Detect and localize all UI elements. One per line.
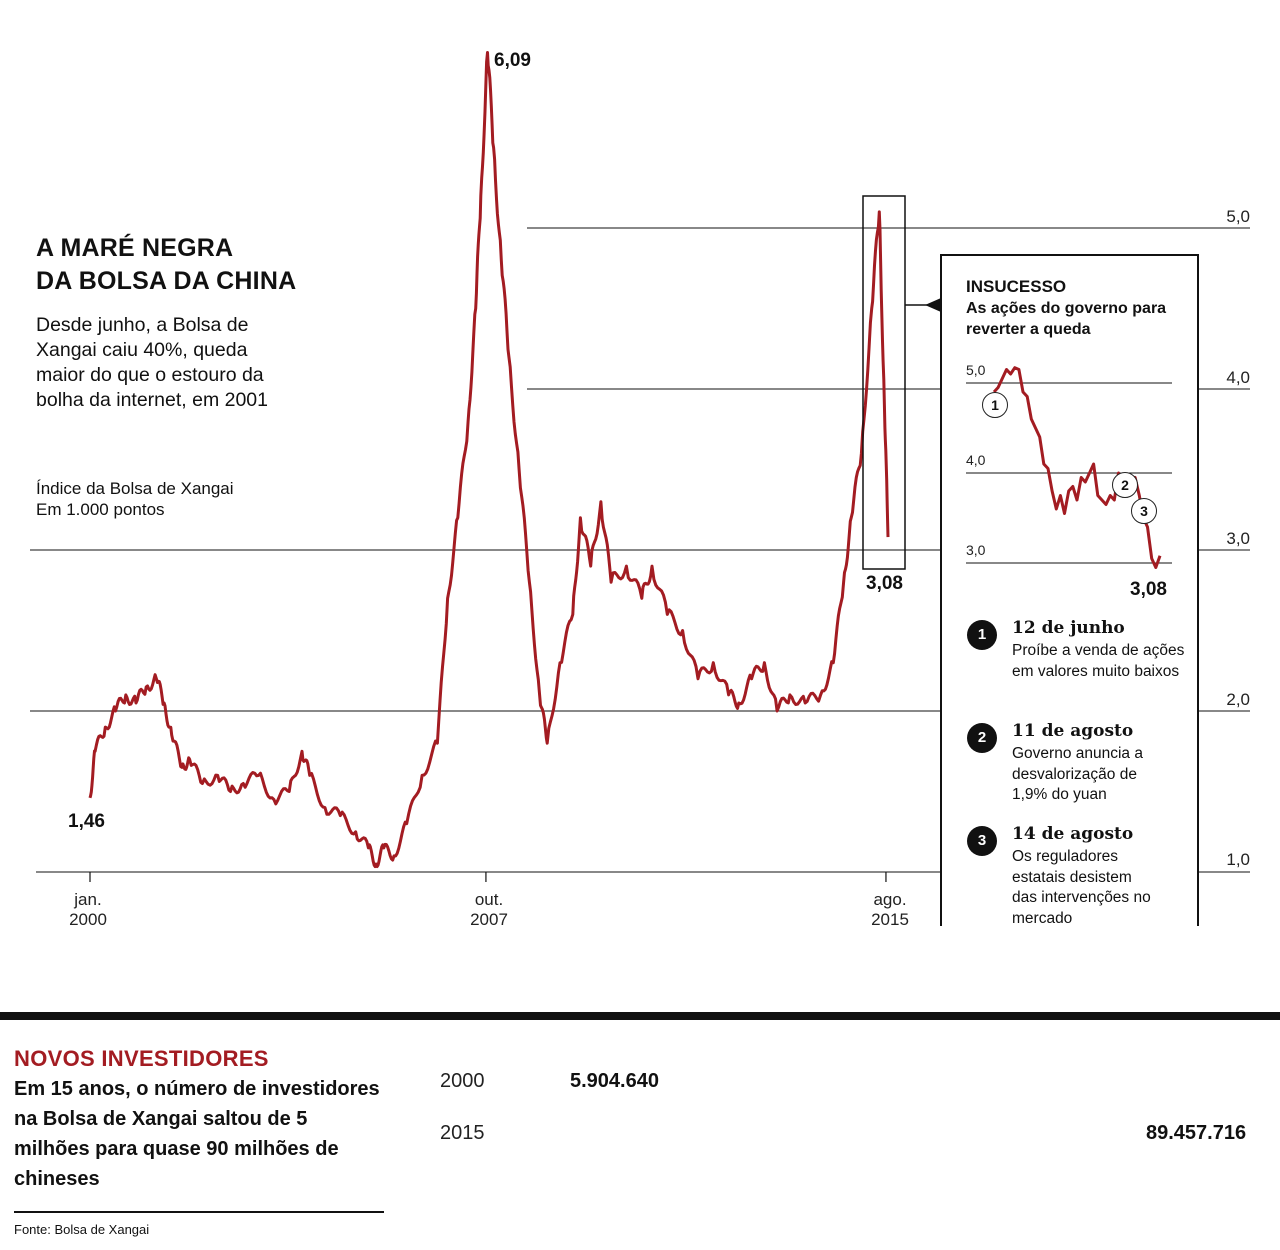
chart-title: A MARÉ NEGRA DA BOLSA DA CHINA bbox=[36, 232, 296, 298]
peak-value-label: 6,09 bbox=[494, 50, 531, 71]
event-desc-2: Governo anuncia a desvalorização de 1,9%… bbox=[1012, 745, 1143, 803]
event-date-3: 14 de agosto bbox=[1012, 824, 1134, 844]
bar-value-label: 5.904.640 bbox=[570, 1070, 659, 1092]
event-marker-3: 3 bbox=[1131, 498, 1157, 524]
inset-y-tick-label: 3,0 bbox=[966, 542, 986, 558]
bar-value-label: 89.457.716 bbox=[1146, 1122, 1247, 1144]
event-marker-1: 1 bbox=[982, 392, 1008, 418]
event-date-2: 11 de agosto bbox=[1012, 721, 1134, 741]
title-line-2: DA BOLSA DA CHINA bbox=[36, 267, 297, 295]
y-tick-label: 1,0 bbox=[1226, 850, 1250, 869]
main-series bbox=[88, 51, 890, 869]
investors-description: Em 15 anos, o número de investidores na … bbox=[14, 1078, 380, 1190]
end-value-label: 3,08 bbox=[866, 573, 903, 594]
inset-y-tick-label: 4,0 bbox=[966, 452, 986, 468]
x-tick-month: ago. bbox=[873, 890, 907, 909]
x-tick-year: 2015 bbox=[871, 910, 909, 929]
highlight-box bbox=[862, 195, 906, 570]
event-marker-2: 2 bbox=[1112, 472, 1138, 498]
chart-subtitle: Índice da Bolsa de Xangai Em 1.000 ponto… bbox=[36, 478, 234, 520]
x-tick-label: out. 2007 bbox=[439, 890, 539, 930]
y-tick-label: 4,0 bbox=[1226, 368, 1250, 387]
event-desc-1: Proíbe a venda de ações em valores muito… bbox=[1012, 642, 1185, 680]
series-line bbox=[88, 51, 890, 869]
start-value-label: 1,46 bbox=[68, 811, 105, 832]
event-date-1: 12 de junho bbox=[1012, 618, 1125, 638]
inset-y-tick-label: 5,0 bbox=[966, 362, 986, 378]
title-line-1: A MARÉ NEGRA bbox=[36, 234, 234, 262]
source-divider bbox=[14, 1211, 384, 1213]
investors-title: NOVOS INVESTIDORES bbox=[14, 1046, 269, 1071]
event-desc-3: Os reguladores estatais desistem das int… bbox=[1012, 848, 1151, 927]
intro-text: Desde junho, a Bolsa de Xangai caiu 40%,… bbox=[36, 314, 269, 411]
inset-end-value-label: 3,08 bbox=[1130, 579, 1167, 600]
y-tick-label: 5,0 bbox=[1226, 207, 1250, 226]
inset-title: INSUCESSO bbox=[966, 277, 1067, 296]
subtitle-line-2: Em 1.000 pontos bbox=[36, 500, 165, 519]
source-note: Fonte: Bolsa de Xangai bbox=[14, 1222, 150, 1237]
subtitle-line-1: Índice da Bolsa de Xangai bbox=[36, 479, 234, 498]
y-tick-label: 3,0 bbox=[1226, 529, 1250, 548]
x-tick-label: jan. 2000 bbox=[38, 890, 138, 930]
bar-category-label: 2000 bbox=[440, 1070, 485, 1092]
x-tick-year: 2000 bbox=[69, 910, 107, 929]
x-tick-label: ago. 2015 bbox=[840, 890, 940, 930]
connector-arrow bbox=[925, 298, 941, 312]
bar-category-label: 2015 bbox=[440, 1122, 485, 1144]
event-number-2: 2 bbox=[967, 723, 997, 753]
x-tick-month: out. bbox=[474, 890, 504, 909]
event-number-1: 1 bbox=[967, 620, 997, 650]
y-tick-label: 2,0 bbox=[1226, 690, 1250, 709]
x-tick-year: 2007 bbox=[470, 910, 508, 929]
section-divider bbox=[0, 1012, 1280, 1020]
x-tick-month: jan. bbox=[74, 890, 102, 909]
event-number-3: 3 bbox=[967, 826, 997, 856]
white-fade bbox=[930, 926, 1220, 1006]
inset-subtitle: As ações do governo para reverter a qued… bbox=[966, 300, 1167, 338]
